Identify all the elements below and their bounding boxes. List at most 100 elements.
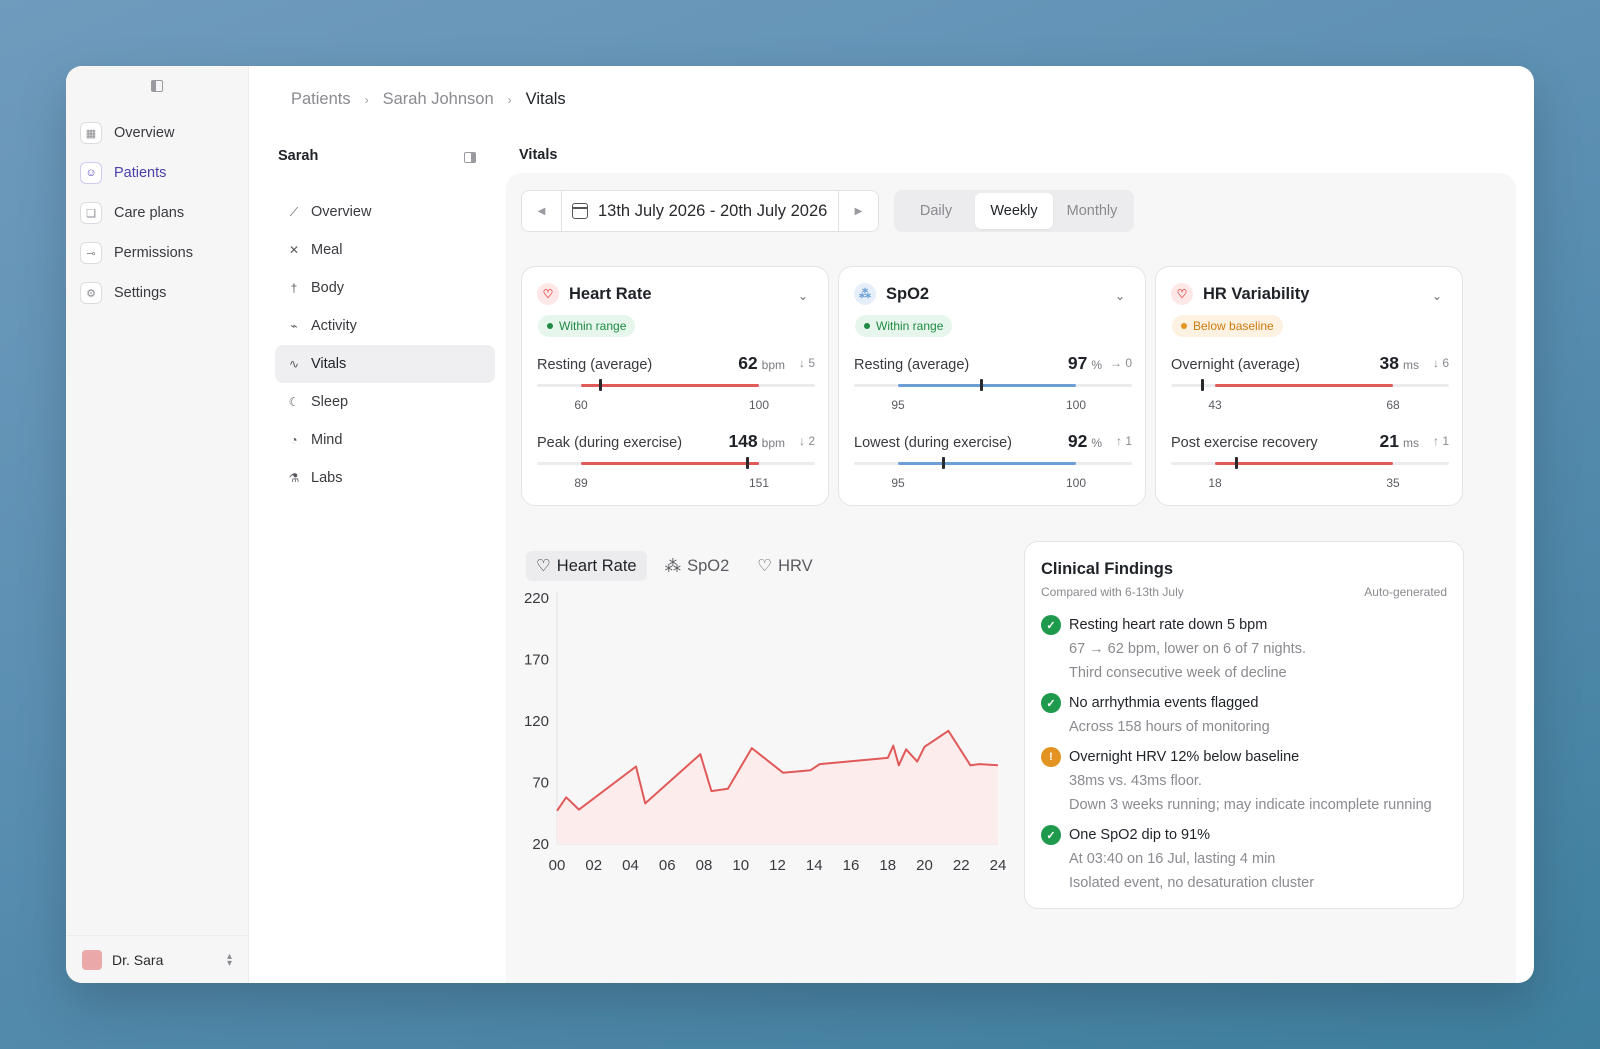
sidebar-item-permissions[interactable]: ⊸ Permissions bbox=[80, 236, 193, 270]
breadcrumb-patient-name[interactable]: Sarah Johnson bbox=[382, 90, 494, 108]
patient-nav-overview[interactable]: ⟋ Overview bbox=[275, 193, 495, 231]
patient-nav-mind[interactable]: ◔ Mind bbox=[275, 421, 495, 459]
caret-right-icon: ▶ bbox=[854, 205, 863, 217]
breadcrumb-current: Vitals bbox=[525, 90, 566, 108]
previous-week-button[interactable]: ◀ bbox=[522, 191, 562, 231]
hrv-card: ♡ HR Variability ⌄ Below baseline Overni… bbox=[1155, 266, 1463, 506]
y-tick-label: 120 bbox=[524, 713, 549, 730]
sidebar-item-care-plans[interactable]: ❏ Care plans bbox=[80, 196, 184, 230]
card-title: Heart Rate bbox=[569, 284, 652, 303]
x-tick-label: 20 bbox=[916, 857, 933, 874]
finding-detail: Across 158 hours of monitoring bbox=[1069, 719, 1270, 735]
finding-detail: 67 → 62 bpm, lower on 6 of 7 nights. bbox=[1069, 641, 1306, 657]
metric-value: 92 bbox=[1067, 431, 1088, 451]
status-badge: Within range bbox=[538, 315, 636, 337]
finding-detail: 38ms vs. 43ms floor. bbox=[1069, 773, 1202, 789]
metric-value: 97 bbox=[1067, 353, 1088, 373]
range-marker bbox=[980, 379, 983, 391]
check-circle-icon: ✓ bbox=[1041, 825, 1061, 845]
metric-delta: ↑ 1 bbox=[1115, 434, 1132, 448]
x-tick-label: 04 bbox=[622, 857, 639, 874]
tab-label: HRV bbox=[778, 556, 813, 575]
tab-heart-rate[interactable]: ♡ Heart Rate bbox=[526, 551, 647, 581]
metric-delta: ↓ 5 bbox=[798, 356, 815, 370]
patient-nav-label: Body bbox=[311, 280, 345, 296]
date-range-display[interactable]: 13th July 2026 - 20th July 2026 bbox=[562, 202, 838, 221]
heart-icon: ♡ bbox=[536, 557, 551, 575]
user-switcher[interactable]: Dr. Sara ▴ ▾ bbox=[66, 935, 248, 983]
gear-icon: ⚙ bbox=[80, 282, 102, 304]
status-badge: Below baseline bbox=[1172, 315, 1283, 337]
avatar bbox=[82, 949, 102, 970]
chevron-down-icon[interactable]: ⌄ bbox=[1431, 289, 1442, 303]
chevron-down-icon[interactable]: ⌄ bbox=[797, 289, 808, 303]
finding-detail: At 03:40 on 16 Jul, lasting 4 min bbox=[1069, 851, 1276, 867]
range-min: 18 bbox=[1208, 476, 1222, 490]
patient-nav-label: Vitals bbox=[311, 356, 347, 372]
heart-rate-card: ♡ Heart Rate ⌄ Within range Resting (ave… bbox=[521, 266, 829, 506]
range-max: 100 bbox=[1065, 476, 1087, 490]
metric-delta: ↓ 6 bbox=[1432, 356, 1449, 370]
period-weekly[interactable]: Weekly bbox=[975, 193, 1053, 229]
sidebar-toggle-icon[interactable] bbox=[151, 80, 163, 92]
range-max: 35 bbox=[1386, 476, 1400, 490]
range-min: 43 bbox=[1208, 398, 1222, 412]
metric-delta: ↑ 1 bbox=[1432, 434, 1449, 448]
range-max: 100 bbox=[1065, 398, 1087, 412]
date-range-picker: ◀ 13th July 2026 - 20th July 2026 ▶ bbox=[521, 190, 879, 232]
check-circle-icon: ✓ bbox=[1041, 615, 1061, 635]
sidebar-item-settings[interactable]: ⚙ Settings bbox=[80, 276, 166, 310]
status-badge-text: Within range bbox=[876, 319, 944, 333]
tab-hrv[interactable]: ♡ HRV bbox=[747, 551, 822, 581]
range-marker bbox=[746, 457, 749, 469]
patient-nav-body[interactable]: † Body bbox=[275, 269, 495, 307]
chart-tabs: ♡ Heart Rate ⁂ SpO2 ♡ HRV bbox=[526, 551, 823, 581]
finding-detail: Isolated event, no desaturation cluster bbox=[1069, 875, 1315, 891]
patient-nav-meal[interactable]: ✕ Meal bbox=[275, 231, 495, 269]
x-tick-label: 16 bbox=[843, 857, 860, 874]
panel-toggle-icon[interactable] bbox=[464, 152, 476, 163]
sidebar-item-patients[interactable]: ☺ Patients bbox=[80, 156, 166, 190]
period-daily[interactable]: Daily bbox=[919, 203, 953, 219]
tab-spo2[interactable]: ⁂ SpO2 bbox=[655, 551, 740, 581]
y-tick-label: 70 bbox=[532, 775, 549, 792]
range-track bbox=[1171, 379, 1449, 391]
status-badge: Within range bbox=[855, 315, 953, 337]
finding-title: Overnight HRV 12% below baseline bbox=[1069, 749, 1300, 765]
alert-circle-icon: ! bbox=[1041, 747, 1061, 767]
metric-unit: ms bbox=[1403, 358, 1419, 372]
metric-label: Resting (average) bbox=[854, 357, 970, 373]
metric-label: Overnight (average) bbox=[1171, 357, 1300, 373]
x-tick-label: 10 bbox=[732, 857, 749, 874]
next-week-button[interactable]: ▶ bbox=[838, 191, 878, 231]
range-marker bbox=[599, 379, 602, 391]
sidebar-item-overview[interactable]: ▦ Overview bbox=[80, 116, 174, 150]
chevron-down-icon[interactable]: ⌄ bbox=[1114, 289, 1125, 303]
patient-nav-vitals[interactable]: ∿ Vitals bbox=[275, 345, 495, 383]
clinical-findings-panel: Clinical Findings Compared with 6-13th J… bbox=[1024, 541, 1464, 909]
patient-nav-activity[interactable]: ⌁ Activity bbox=[275, 307, 495, 345]
breadcrumb-patients[interactable]: Patients bbox=[291, 90, 351, 108]
range-max: 151 bbox=[748, 476, 770, 490]
spo2-card: ⁂ SpO2 ⌄ Within range Resting (average) … bbox=[838, 266, 1146, 506]
auto-generated-label: Auto-generated bbox=[1364, 585, 1447, 599]
calendar-icon bbox=[572, 203, 588, 219]
person-icon: † bbox=[290, 281, 298, 295]
metric-unit: ms bbox=[1403, 436, 1419, 450]
patient-nav-sleep[interactable]: ☾ Sleep bbox=[275, 383, 495, 421]
patient-nav-labs[interactable]: ⚗ Labs bbox=[275, 459, 495, 497]
finding-title: No arrhythmia events flagged bbox=[1069, 695, 1259, 711]
breadcrumb: Patients › Sarah Johnson › Vitals bbox=[291, 90, 566, 109]
y-tick-label: 170 bbox=[524, 652, 549, 669]
heart-pulse-icon: ♡ bbox=[757, 557, 773, 575]
users-icon: ☺ bbox=[80, 162, 102, 184]
range-marker bbox=[1235, 457, 1238, 469]
sidebar-item-label: Care plans bbox=[114, 205, 185, 221]
metric-label: Lowest (during exercise) bbox=[854, 435, 1012, 451]
period-monthly[interactable]: Monthly bbox=[1066, 203, 1118, 219]
shoe-icon: ⌁ bbox=[290, 319, 298, 333]
range-marker bbox=[1201, 379, 1204, 391]
range-min: 60 bbox=[574, 398, 588, 412]
patient-nav-label: Overview bbox=[311, 204, 372, 220]
